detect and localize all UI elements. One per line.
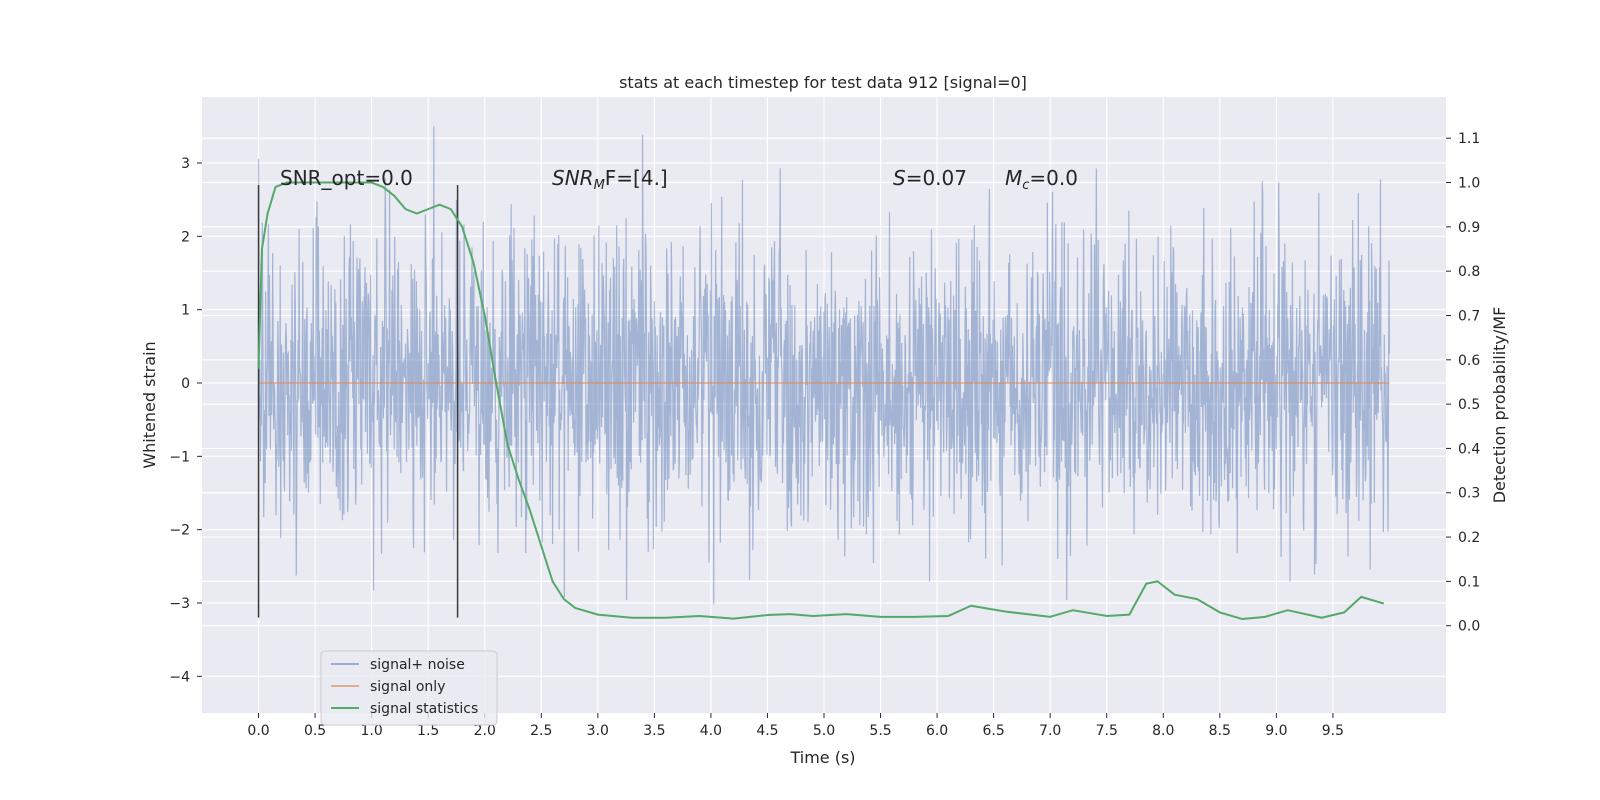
x-tick-label: 8.5 [1209, 723, 1231, 739]
x-tick-label: 9.0 [1265, 723, 1287, 739]
y-right-tick-label: 0.8 [1458, 264, 1480, 280]
y-left-tick-label: −1 [169, 449, 190, 465]
y-left-tick-label: −3 [169, 596, 190, 612]
x-tick-label: 3.0 [587, 723, 609, 739]
x-tick-label: 1.0 [361, 723, 383, 739]
x-tick-label: 5.0 [813, 723, 835, 739]
x-tick-label: 2.5 [530, 723, 552, 739]
y-right-tick-label: 0.0 [1458, 619, 1480, 635]
y-left-tick-label: −4 [169, 669, 190, 685]
legend-box [320, 650, 498, 726]
y-left-axis-ticks: 3 2 1 0 −1 −2 −3 −4 [169, 156, 202, 685]
y-right-tick-label: 0.3 [1458, 486, 1480, 502]
annotations: SNR_opt=0.0 SNRMF=[4.] S=0.07 Mc=0.0 [280, 166, 1078, 193]
x-tick-label: 3.5 [643, 723, 665, 739]
x-tick-label: 0.0 [247, 723, 269, 739]
x-tick-label: 1.5 [417, 723, 439, 739]
x-tick-label: 8.0 [1152, 723, 1174, 739]
y-left-tick-label: 3 [181, 156, 190, 172]
y-right-tick-label: 0.4 [1458, 441, 1480, 457]
x-tick-label: 9.5 [1322, 723, 1344, 739]
x-tick-label: 2.0 [474, 723, 496, 739]
y-right-tick-label: 0.1 [1458, 574, 1480, 590]
y-left-tick-label: 2 [181, 229, 190, 245]
x-tick-label: 6.0 [926, 723, 948, 739]
x-tick-label: 0.5 [304, 723, 326, 739]
x-tick-label: 5.5 [869, 723, 891, 739]
annotation-snr-mf: SNRMF=[4.] [552, 166, 668, 193]
annotation-s: S=0.07 [893, 166, 967, 190]
y-right-tick-label: 1.1 [1458, 131, 1480, 147]
plot-area [257, 126, 1391, 621]
y-right-tick-label: 1.0 [1458, 176, 1480, 192]
y-right-tick-label: 0.7 [1458, 308, 1480, 324]
legend-label-signal: signal only [370, 679, 445, 695]
y-right-tick-label: 0.9 [1458, 220, 1480, 236]
chart-title: stats at each timestep for test data 912… [619, 73, 1027, 92]
x-axis-label: Time (s) [789, 748, 855, 767]
y-left-tick-label: 1 [181, 303, 190, 319]
y-right-tick-label: 0.6 [1458, 353, 1480, 369]
grid [202, 97, 1446, 713]
y-left-axis-label: Whitened strain [140, 341, 159, 468]
x-tick-label: 7.5 [1096, 723, 1118, 739]
annotation-mc: Mc=0.0 [1005, 166, 1078, 193]
y-right-axis-label: Detection probability/MF [1490, 307, 1509, 504]
y-right-axis-ticks: 1.1 1.0 0.9 0.8 0.7 0.6 0.5 0.4 0.3 0.2 0.1 0.0 [1446, 131, 1480, 635]
x-tick-label: 4.0 [700, 723, 722, 739]
legend: signal+ noise signal only signal statist… [320, 650, 498, 726]
x-tick-label: 7.0 [1039, 723, 1061, 739]
x-tick-label: 4.5 [756, 723, 778, 739]
y-left-tick-label: 0 [181, 376, 190, 392]
legend-label-noise: signal+ noise [370, 657, 465, 673]
series-signal-plus-noise [257, 126, 1391, 605]
y-right-tick-label: 0.5 [1458, 397, 1480, 413]
y-left-tick-label: −2 [169, 523, 190, 539]
legend-label-stats: signal statistics [370, 701, 478, 717]
y-right-tick-label: 0.2 [1458, 530, 1480, 546]
x-tick-label: 6.5 [983, 723, 1005, 739]
x-axis-ticks: 0.0 0.5 1.0 1.5 2.0 2.5 3.0 3.5 4.0 4.5 5.0 5.5 6.0 6… [247, 713, 1344, 739]
annotation-snr-opt: SNR_opt=0.0 [280, 166, 413, 190]
series-signal-statistics [257, 181, 1385, 621]
